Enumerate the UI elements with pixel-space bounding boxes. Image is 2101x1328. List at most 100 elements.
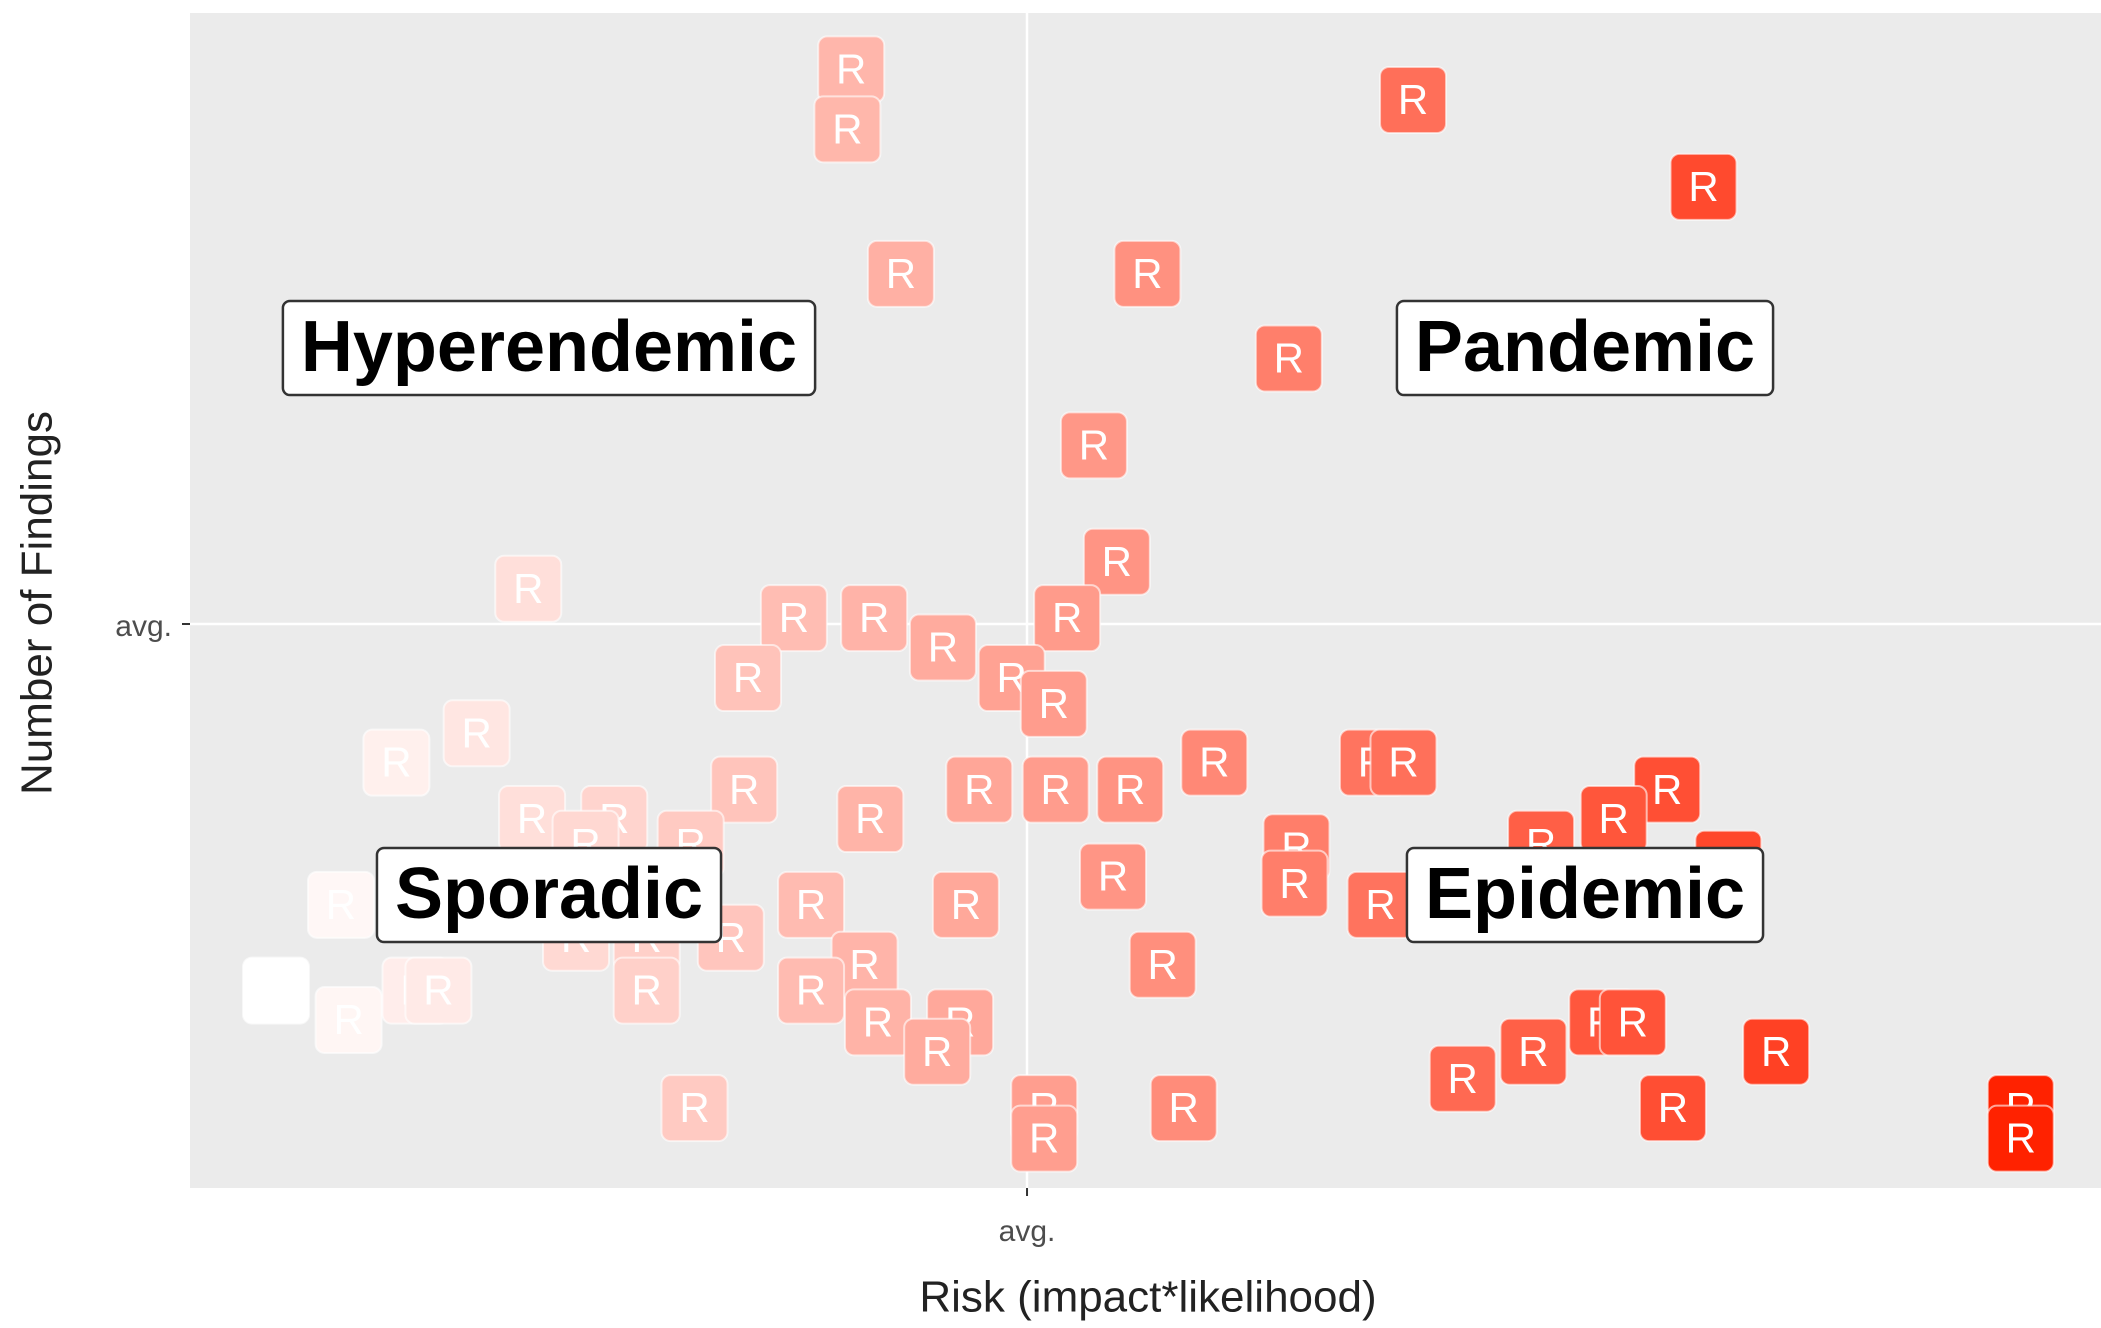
point: R	[1033, 584, 1102, 653]
point: R	[1113, 239, 1182, 308]
point-marker	[1369, 728, 1438, 797]
point-marker	[777, 870, 846, 939]
point-label: R	[729, 766, 759, 813]
point-marker	[1260, 849, 1329, 918]
point-label: R	[333, 996, 363, 1043]
point-marker	[1033, 584, 1102, 653]
point-marker	[1079, 842, 1148, 911]
point-marker	[903, 1017, 972, 1086]
y-tick-label: avg.	[115, 610, 172, 643]
point: R	[714, 644, 783, 713]
point: R	[777, 956, 846, 1025]
point-label: R	[1199, 739, 1229, 786]
point: R	[1986, 1104, 2055, 1173]
point: R	[903, 1017, 972, 1086]
point-label: R	[859, 594, 889, 641]
point-label: R	[1132, 250, 1162, 297]
point-marker	[1021, 755, 1090, 824]
point: R	[945, 755, 1014, 824]
point-marker	[836, 785, 905, 854]
point-label: R	[849, 941, 879, 988]
point-marker	[1096, 755, 1165, 824]
point-label: R	[733, 654, 763, 701]
quadrant-annotation: Pandemic	[1395, 299, 1775, 397]
point: R	[612, 956, 681, 1025]
point: R	[1059, 411, 1128, 480]
point-label: R	[863, 998, 893, 1045]
point-label: R	[1618, 998, 1648, 1045]
point-label: R	[832, 105, 862, 152]
point-label: R	[1169, 1084, 1199, 1131]
point: R	[931, 870, 1000, 939]
point: R	[1346, 870, 1415, 939]
point: R	[1428, 1044, 1497, 1113]
point-marker	[1254, 324, 1323, 393]
point-label: R	[1115, 766, 1145, 813]
annotation-text: Pandemic	[1415, 307, 1755, 387]
point-label: R	[1279, 860, 1309, 907]
point: R	[1669, 152, 1738, 221]
point-marker	[1499, 1017, 1568, 1086]
point: R	[362, 728, 431, 797]
point-label: R	[836, 45, 866, 92]
point: R	[1021, 755, 1090, 824]
point-label: R	[1274, 335, 1304, 382]
point-marker	[1059, 411, 1128, 480]
point-marker	[908, 613, 977, 682]
point-marker	[1986, 1104, 2055, 1173]
point: R	[1010, 1104, 1079, 1173]
point: R	[840, 584, 909, 653]
point-label: R	[1098, 853, 1128, 900]
point-label: R	[632, 967, 662, 1014]
point: R	[404, 956, 473, 1025]
point: R	[1180, 728, 1249, 797]
point: R	[314, 985, 383, 1054]
point: R	[1019, 669, 1088, 738]
point-marker	[660, 1074, 729, 1143]
plot-background	[190, 13, 2101, 1188]
annotation-box	[1405, 846, 1765, 944]
point-marker	[1428, 1044, 1497, 1113]
point-label: R	[928, 624, 958, 671]
point: R	[1260, 849, 1329, 918]
x-tick-label: avg.	[999, 1215, 1056, 1248]
point-label: R	[1388, 739, 1418, 786]
point-label: R	[2006, 1115, 2036, 1162]
point-label: R	[1052, 594, 1082, 641]
point-label: R	[1029, 1115, 1059, 1162]
point-label: R	[1079, 421, 1109, 468]
point: R	[1149, 1074, 1218, 1143]
point-marker	[931, 870, 1000, 939]
point-marker	[1128, 930, 1197, 999]
point-label: R	[1652, 766, 1682, 813]
point-label: R	[1761, 1028, 1791, 1075]
point-label: R	[1365, 881, 1395, 928]
point-label: R	[1102, 538, 1132, 585]
point-label: R	[1688, 163, 1718, 210]
point-marker	[714, 644, 783, 713]
point: R	[1598, 988, 1667, 1057]
point: R	[1379, 65, 1448, 134]
point: R	[759, 584, 828, 653]
point-marker	[1149, 1074, 1218, 1143]
point-label: R	[964, 766, 994, 813]
point: R	[1742, 1017, 1811, 1086]
point-marker	[777, 956, 846, 1025]
point: R	[494, 554, 563, 623]
annotation-box	[375, 846, 723, 944]
point-label: R	[796, 967, 826, 1014]
point: R	[1579, 785, 1648, 854]
point-marker	[1379, 65, 1448, 134]
point-marker	[362, 728, 431, 797]
point: R	[777, 870, 846, 939]
point: R	[710, 755, 779, 824]
point-marker	[306, 870, 375, 939]
point: R	[813, 95, 882, 164]
point-marker	[1669, 152, 1738, 221]
point-marker	[241, 956, 310, 1025]
point-marker	[1598, 988, 1667, 1057]
point-marker	[1742, 1017, 1811, 1086]
annotation-box	[1395, 299, 1775, 397]
